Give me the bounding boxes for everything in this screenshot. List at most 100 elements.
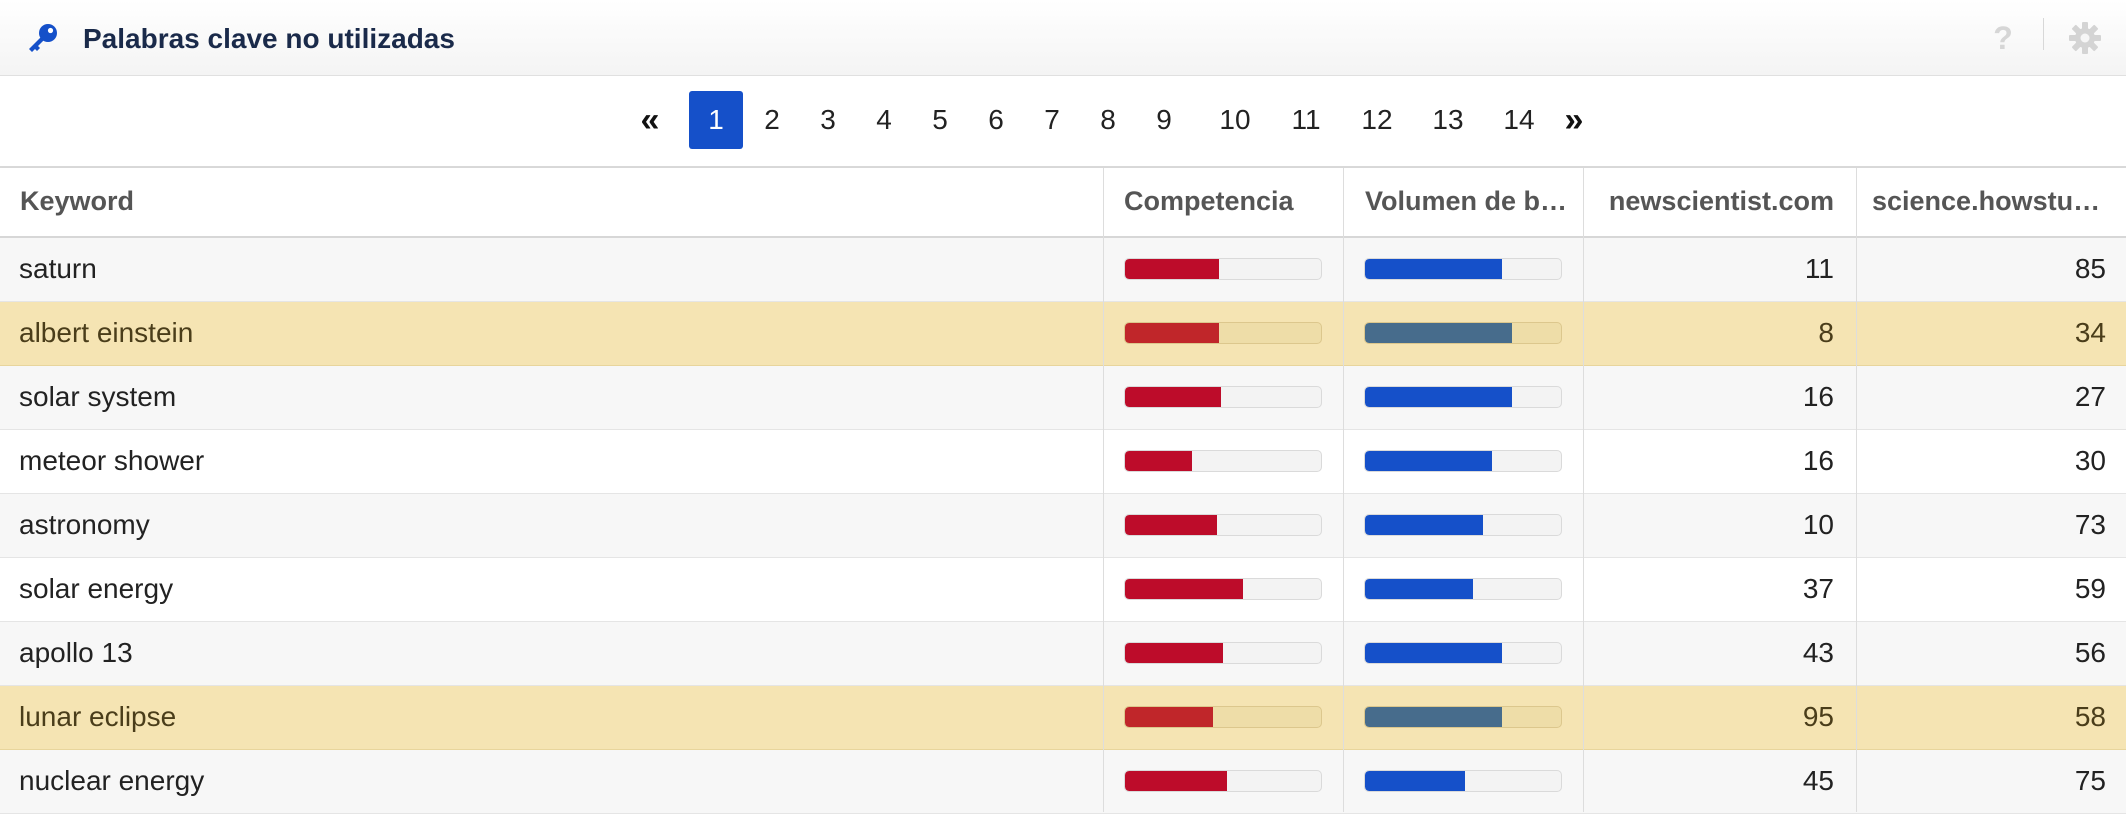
last-page-button[interactable]: » xyxy=(1564,101,1584,139)
table-row[interactable]: lunar eclipse 95 58 xyxy=(0,686,2126,750)
volumen-bar xyxy=(1364,578,1562,600)
howstuff-position: 34 xyxy=(2074,317,2106,348)
competencia-bar xyxy=(1124,258,1322,280)
competencia-bar-fill xyxy=(1125,579,1243,599)
volumen-bar-fill xyxy=(1365,579,1473,599)
table-row[interactable]: nuclear energy 45 75 xyxy=(0,750,2126,814)
howstuff-position: 73 xyxy=(2074,509,2106,540)
page-7-button[interactable]: 7 xyxy=(1044,104,1060,135)
page-8-button[interactable]: 8 xyxy=(1100,104,1116,135)
keywords-table: Keyword Competencia Volumen de b… newsci… xyxy=(0,168,2126,814)
competencia-bar-fill xyxy=(1125,707,1214,727)
volumen-bar-fill xyxy=(1365,387,1512,407)
howstuff-position: 56 xyxy=(2074,637,2106,668)
competencia-bar xyxy=(1124,706,1322,728)
column-divider xyxy=(1343,168,1344,812)
page-10-button[interactable]: 10 xyxy=(1219,104,1251,135)
column-divider xyxy=(1583,168,1584,812)
page-4-button[interactable]: 4 xyxy=(876,104,892,135)
column-header-volumen[interactable]: Volumen de b… xyxy=(1365,186,1568,216)
first-page-button[interactable]: « xyxy=(640,101,660,139)
header-divider xyxy=(2043,18,2044,50)
competencia-bar xyxy=(1124,322,1322,344)
keyword-cell[interactable]: lunar eclipse xyxy=(19,701,177,732)
volumen-bar xyxy=(1364,642,1562,664)
newscientist-position: 16 xyxy=(1802,381,1834,412)
column-header-howstuff[interactable]: science.howstuf… xyxy=(1872,186,2106,216)
table-row[interactable]: meteor shower 16 30 xyxy=(0,430,2126,494)
volumen-bar xyxy=(1364,514,1562,536)
newscientist-position: 95 xyxy=(1802,701,1834,732)
table-row[interactable]: solar system 16 27 xyxy=(0,366,2126,430)
keyword-cell[interactable]: apollo 13 xyxy=(19,637,133,668)
page-13-button[interactable]: 13 xyxy=(1432,104,1464,135)
page-9-button[interactable]: 9 xyxy=(1156,104,1172,135)
volumen-bar xyxy=(1364,322,1562,344)
keyword-cell[interactable]: solar system xyxy=(19,381,177,412)
howstuff-position: 30 xyxy=(2074,445,2106,476)
newscientist-position: 45 xyxy=(1802,765,1834,796)
key-icon xyxy=(29,24,57,52)
newscientist-position: 16 xyxy=(1802,445,1834,476)
volumen-bar xyxy=(1364,386,1562,408)
table-row[interactable]: astronomy 10 73 xyxy=(0,494,2126,558)
page-11-button[interactable]: 11 xyxy=(1291,104,1321,135)
table-header: Keyword Competencia Volumen de b… newsci… xyxy=(0,168,2126,238)
keyword-cell[interactable]: solar energy xyxy=(19,573,174,604)
column-divider xyxy=(1103,168,1104,812)
competencia-bar-fill xyxy=(1125,771,1227,791)
howstuff-position: 85 xyxy=(2074,253,2106,284)
help-icon[interactable]: ? xyxy=(1993,20,2013,56)
table-row[interactable]: apollo 13 43 56 xyxy=(0,622,2126,686)
volumen-bar-fill xyxy=(1365,323,1512,343)
page-6-button[interactable]: 6 xyxy=(988,104,1004,135)
page-2-button[interactable]: 2 xyxy=(764,104,780,135)
newscientist-position: 43 xyxy=(1802,637,1834,668)
keyword-cell[interactable]: nuclear energy xyxy=(19,765,205,796)
volumen-bar-fill xyxy=(1365,707,1503,727)
volumen-bar-fill xyxy=(1365,259,1503,279)
volumen-bar-fill xyxy=(1365,771,1465,791)
newscientist-position: 10 xyxy=(1802,509,1834,540)
competencia-bar xyxy=(1124,642,1322,664)
widget-title: Palabras clave no utilizadas xyxy=(83,23,455,54)
competencia-bar xyxy=(1124,450,1322,472)
page-1-button[interactable]: 1 xyxy=(689,91,743,149)
competencia-bar-fill xyxy=(1125,515,1218,535)
newscientist-position: 8 xyxy=(1818,317,1834,348)
volumen-bar-fill xyxy=(1365,643,1503,663)
volumen-bar xyxy=(1364,258,1562,280)
howstuff-position: 75 xyxy=(2074,765,2106,796)
column-header-keyword[interactable]: Keyword xyxy=(20,186,135,216)
competencia-bar-fill xyxy=(1125,323,1220,343)
volumen-bar-fill xyxy=(1365,515,1483,535)
page-5-button[interactable]: 5 xyxy=(932,104,948,135)
competencia-bar-fill xyxy=(1125,451,1192,471)
volumen-bar xyxy=(1364,770,1562,792)
gear-icon[interactable] xyxy=(2068,21,2102,55)
howstuff-position: 59 xyxy=(2074,573,2106,604)
keyword-cell[interactable]: albert einstein xyxy=(19,317,194,348)
newscientist-position: 37 xyxy=(1802,573,1834,604)
competencia-bar xyxy=(1124,386,1322,408)
competencia-bar-fill xyxy=(1125,387,1222,407)
page-12-button[interactable]: 12 xyxy=(1361,104,1393,135)
column-header-newscientist[interactable]: newscientist.com xyxy=(1608,186,1834,216)
table-row[interactable]: albert einstein 8 34 xyxy=(0,302,2126,366)
pagination: «1 2 3 4 5 6 7 8 9 10 11 12 13 14» xyxy=(0,76,2126,168)
keyword-cell[interactable]: astronomy xyxy=(19,509,150,540)
table-row[interactable]: saturn 11 85 xyxy=(0,238,2126,302)
page-3-button[interactable]: 3 xyxy=(820,104,836,135)
table-row[interactable]: solar energy 37 59 xyxy=(0,558,2126,622)
competencia-bar xyxy=(1124,770,1322,792)
keyword-cell[interactable]: saturn xyxy=(19,253,97,284)
volumen-bar xyxy=(1364,450,1562,472)
keyword-cell[interactable]: meteor shower xyxy=(19,445,205,476)
competencia-bar-fill xyxy=(1125,259,1220,279)
competencia-bar-fill xyxy=(1125,643,1223,663)
volumen-bar-fill xyxy=(1365,451,1493,471)
competencia-bar xyxy=(1124,514,1322,536)
column-header-competencia[interactable]: Competencia xyxy=(1124,186,1294,216)
page-14-button[interactable]: 14 xyxy=(1503,104,1535,135)
column-divider xyxy=(1856,168,1857,812)
